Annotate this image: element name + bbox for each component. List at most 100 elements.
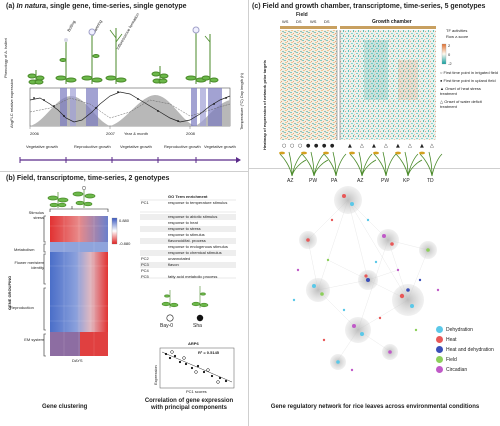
network-caption: Gene regulatory network for rice leaves …	[270, 404, 480, 410]
go-term: response to abiotic stimulus	[168, 214, 218, 219]
panel-divider-vertical	[248, 0, 249, 426]
go-term: response to chemical stimulus	[168, 250, 222, 255]
year-label-2007: 2007	[106, 131, 115, 136]
svg-text:○: ○	[290, 143, 294, 149]
scatter-xlabel: PC1 scores	[186, 389, 207, 394]
go-pc2: PC2	[141, 256, 149, 261]
genotype-label: AZ	[357, 178, 364, 184]
go-term: unannotated	[168, 256, 191, 261]
panel-b-title: (b) Field, transcriptome, time-series, 2…	[6, 175, 170, 182]
go-term: flavon	[168, 262, 179, 267]
go-header: GO Term enrichment	[168, 194, 208, 199]
ws-label: WS	[282, 19, 289, 24]
heatmap-color-scale	[111, 217, 118, 245]
go-term: response to endogenous stimulus	[168, 244, 228, 249]
plant-illustrations	[27, 26, 219, 85]
svg-text:○: ○	[298, 143, 302, 149]
scatter-plot-frame	[159, 347, 235, 389]
panel-b-figure	[43, 186, 236, 389]
scale-max: 0.880	[119, 218, 130, 223]
caption-gene-clustering: Gene clustering	[42, 404, 88, 410]
heatmap-block-stress	[50, 216, 108, 242]
svg-text:●: ●	[330, 143, 335, 149]
svg-text:△: △	[408, 143, 412, 149]
go-term: response to temperature stimulus	[168, 200, 228, 205]
genotype-sha: Sha	[193, 323, 202, 329]
go-term: response to stimulus	[168, 232, 205, 237]
legend-item-dehydration: Dehydration	[436, 326, 494, 333]
tf-max: 2	[448, 43, 451, 48]
legend-item-heat: Heat	[436, 336, 494, 343]
xlabel: Year & month	[124, 131, 149, 136]
marker-legend: ○ First time point in irrigated field ● …	[440, 70, 499, 109]
svg-text:▲: ▲	[396, 143, 400, 149]
growth-label-2: Reproductive growth	[74, 144, 111, 149]
row-label-metabolism: Metabolism	[14, 247, 35, 252]
caption-correlation: Correlation of gene expression with prin…	[144, 398, 234, 411]
days-label: DAYS	[72, 358, 83, 363]
svg-text:○: ○	[282, 143, 286, 149]
gene-regulatory-network	[292, 186, 440, 372]
row-label-flower: Flower meristem identity	[14, 260, 44, 270]
row-label-em: EM system	[24, 337, 44, 342]
svg-text:●: ●	[306, 143, 311, 149]
year-label-2008: 2008	[186, 131, 195, 136]
growth-label-4: Reproductive growth	[164, 144, 201, 149]
panel-a-figure	[19, 26, 241, 163]
marker-sha	[196, 314, 204, 322]
gene-grouping-label: GENE GROUPING	[7, 275, 12, 310]
tf-sub: Row z-score	[446, 34, 469, 39]
genotype-bay0: Bay-0	[160, 323, 174, 329]
marker-bay0	[166, 314, 174, 322]
go-pc3: PC3	[141, 262, 149, 267]
legend-item-heat-dehydration: Heat and dehydration	[436, 346, 494, 353]
chamber-label: Growth chamber	[372, 19, 412, 25]
go-term: flavonoid/fat. process	[168, 238, 206, 243]
go-pc4: PC4	[141, 268, 149, 273]
ds-label: DS	[296, 19, 302, 24]
row-label-reproduction: Reproduction	[10, 305, 34, 310]
growth-label-1: Vegetative growth	[26, 144, 58, 149]
growth-label-3: Vegetative growth	[120, 144, 152, 149]
go-pc1: PC1	[141, 200, 149, 205]
year-label-2006: 2006	[30, 131, 39, 136]
go-pc5: PC5	[141, 274, 149, 279]
go-term: fatty acid metabolic process	[168, 274, 218, 279]
r2-label: R² = 0.5145	[198, 350, 220, 355]
row-label-stimulus: Stimulus stress	[28, 210, 44, 220]
go-term: response to heat	[168, 220, 198, 225]
genotype-label: KP	[403, 178, 410, 184]
svg-text:△: △	[384, 143, 388, 149]
tf-min: -2	[448, 61, 452, 66]
tf-color-scale	[441, 43, 447, 65]
svg-text:▲: ▲	[420, 143, 424, 149]
scale-min: -0.880	[119, 241, 131, 246]
svg-text:△: △	[430, 143, 434, 149]
svg-text:●: ●	[314, 143, 319, 149]
growth-label-5: Vegetative growth	[204, 144, 236, 149]
panel-a-title: (a) In natura, single gene, time-series,…	[6, 3, 187, 10]
panel-c-figure: ○ ○ ○ ● ● ● ● ▲ △ ▲ △ ▲ △ ▲ △	[279, 26, 447, 372]
ds-label: DS	[324, 19, 330, 24]
genotype-label: AZ	[287, 178, 294, 184]
ws-label: WS	[310, 19, 317, 24]
panel-c-title: (c) Field and growth chamber, transcript…	[252, 3, 486, 10]
panel-divider-horizontal	[0, 171, 248, 172]
network-legend: Dehydration Heat Heat and dehydration Fi…	[436, 326, 494, 376]
tf-mid: 0	[448, 52, 451, 57]
svg-text:△: △	[360, 143, 364, 149]
heatmap-field	[280, 30, 337, 140]
genotype-label: PW	[381, 178, 390, 184]
genotype-label: PW	[309, 178, 318, 184]
legend-item-circadian: Circadian	[436, 366, 494, 373]
tf-title: TF activities	[446, 28, 468, 33]
svg-text:▲: ▲	[348, 143, 352, 149]
svg-text:●: ●	[322, 143, 327, 149]
field-label: Field	[296, 12, 308, 18]
scatter-ylabel: Expression	[153, 365, 158, 385]
go-term: response to stress	[168, 226, 201, 231]
svg-text:▲: ▲	[372, 143, 376, 149]
genotype-label: TD	[427, 178, 434, 184]
gene-label: ARP6	[188, 341, 199, 346]
legend-item-field: Field	[436, 356, 494, 363]
